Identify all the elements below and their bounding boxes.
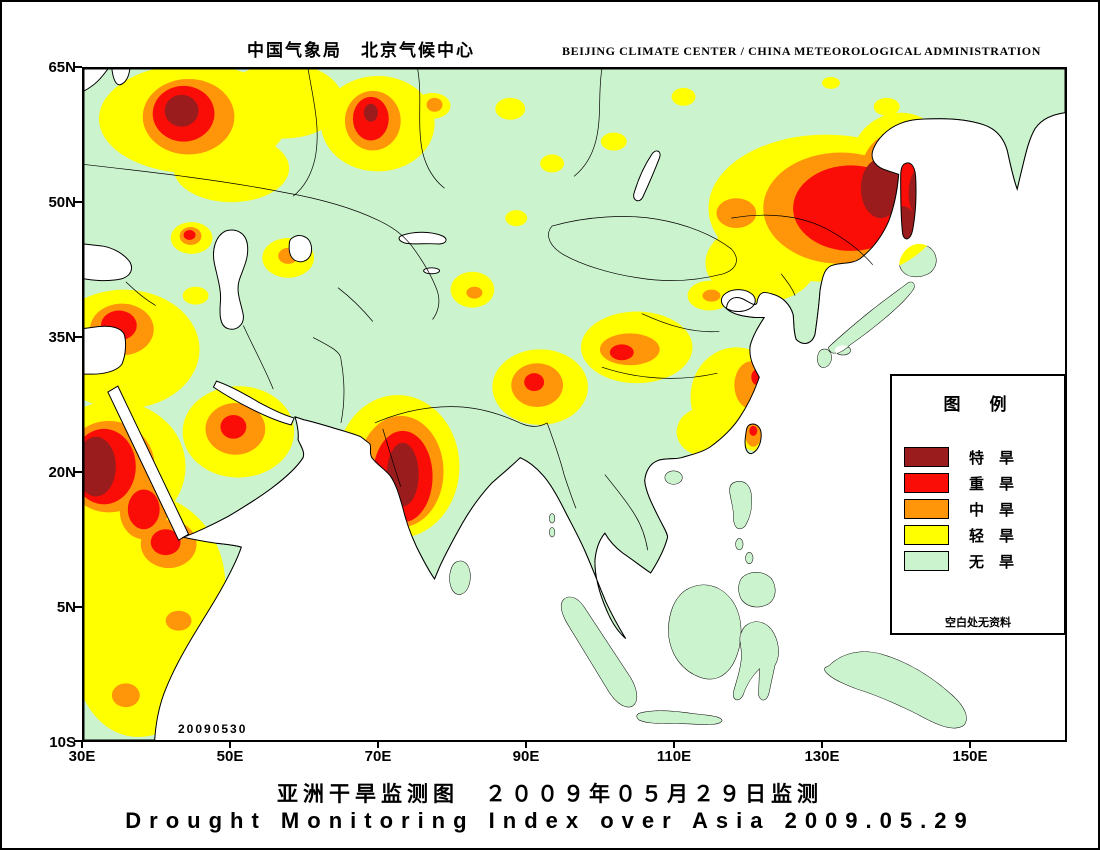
legend-label-extreme: 特 旱: [969, 449, 1015, 467]
y-axis-label-5n: 5N: [56, 599, 76, 616]
x-axis-label-150e: 150E: [952, 748, 988, 765]
border-lines-layer: [84, 69, 874, 551]
x-axis-label-30e: 30E: [68, 748, 96, 765]
footer-title-cn: 亚洲干旱监测图 ２００９年０５月２９日监测: [277, 783, 823, 806]
x-axis-label-130e: 130E: [804, 748, 840, 765]
legend-swatch-severe: [904, 473, 949, 493]
x-tick: [969, 742, 971, 748]
header-title-en: BEIJING CLIMATE CENTER / CHINA METEOROLO…: [562, 44, 1041, 58]
header-title-cn: 中国气象局 北京气候中心: [247, 41, 475, 60]
legend-swatch-moderate: [904, 499, 949, 519]
y-axis-label-10s: 10S: [49, 734, 76, 751]
legend-swatch-extreme: [904, 447, 949, 467]
legend: 图 例 特 旱 重 旱 中 旱 轻 旱 无 旱 空白处无资料: [890, 374, 1066, 635]
legend-swatch-light: [904, 525, 949, 545]
x-tick: [673, 742, 675, 748]
y-axis-label-50n: 50N: [48, 194, 76, 211]
legend-title: 图 例: [943, 395, 1013, 414]
y-tick: [74, 740, 82, 742]
legend-label-moderate: 中 旱: [969, 501, 1015, 519]
y-tick: [74, 336, 82, 338]
footer-title-en: Drought Monitoring Index over Asia 2009.…: [125, 808, 975, 833]
coastline-layer: [84, 69, 1065, 740]
x-tick: [81, 742, 83, 748]
legend-item-severe: 重 旱: [904, 470, 1014, 496]
x-tick: [377, 742, 379, 748]
legend-rows: 特 旱 重 旱 中 旱 轻 旱 无 旱: [904, 444, 1014, 574]
y-tick: [74, 471, 82, 473]
y-tick: [74, 201, 82, 203]
y-axis-label-35n: 35N: [48, 329, 76, 346]
x-tick: [821, 742, 823, 748]
legend-label-none: 无 旱: [969, 553, 1015, 571]
legend-note: 空白处无资料: [945, 617, 1011, 629]
x-tick: [229, 742, 231, 748]
inland-water-layer: [84, 69, 756, 541]
legend-item-none: 无 旱: [904, 548, 1014, 574]
x-axis-label-50e: 50E: [216, 748, 244, 765]
legend-swatch-none: [904, 551, 949, 571]
y-axis-label-20n: 20N: [48, 464, 76, 481]
x-axis-label-70e: 70E: [364, 748, 392, 765]
ocean-mask: [84, 69, 1065, 740]
x-tick: [525, 742, 527, 748]
legend-item-moderate: 中 旱: [904, 496, 1014, 522]
legend-label-severe: 重 旱: [969, 475, 1015, 493]
y-tick: [74, 66, 82, 68]
y-axis-label-65n: 65N: [48, 59, 76, 76]
map-datestamp: 20090530: [178, 722, 248, 736]
legend-item-extreme: 特 旱: [904, 444, 1014, 470]
x-axis-label-90e: 90E: [512, 748, 540, 765]
legend-item-light: 轻 旱: [904, 522, 1014, 548]
legend-label-light: 轻 旱: [969, 527, 1015, 545]
x-axis-label-110e: 110E: [656, 748, 692, 765]
drought-extreme-layer: [84, 94, 933, 507]
y-tick: [74, 606, 82, 608]
